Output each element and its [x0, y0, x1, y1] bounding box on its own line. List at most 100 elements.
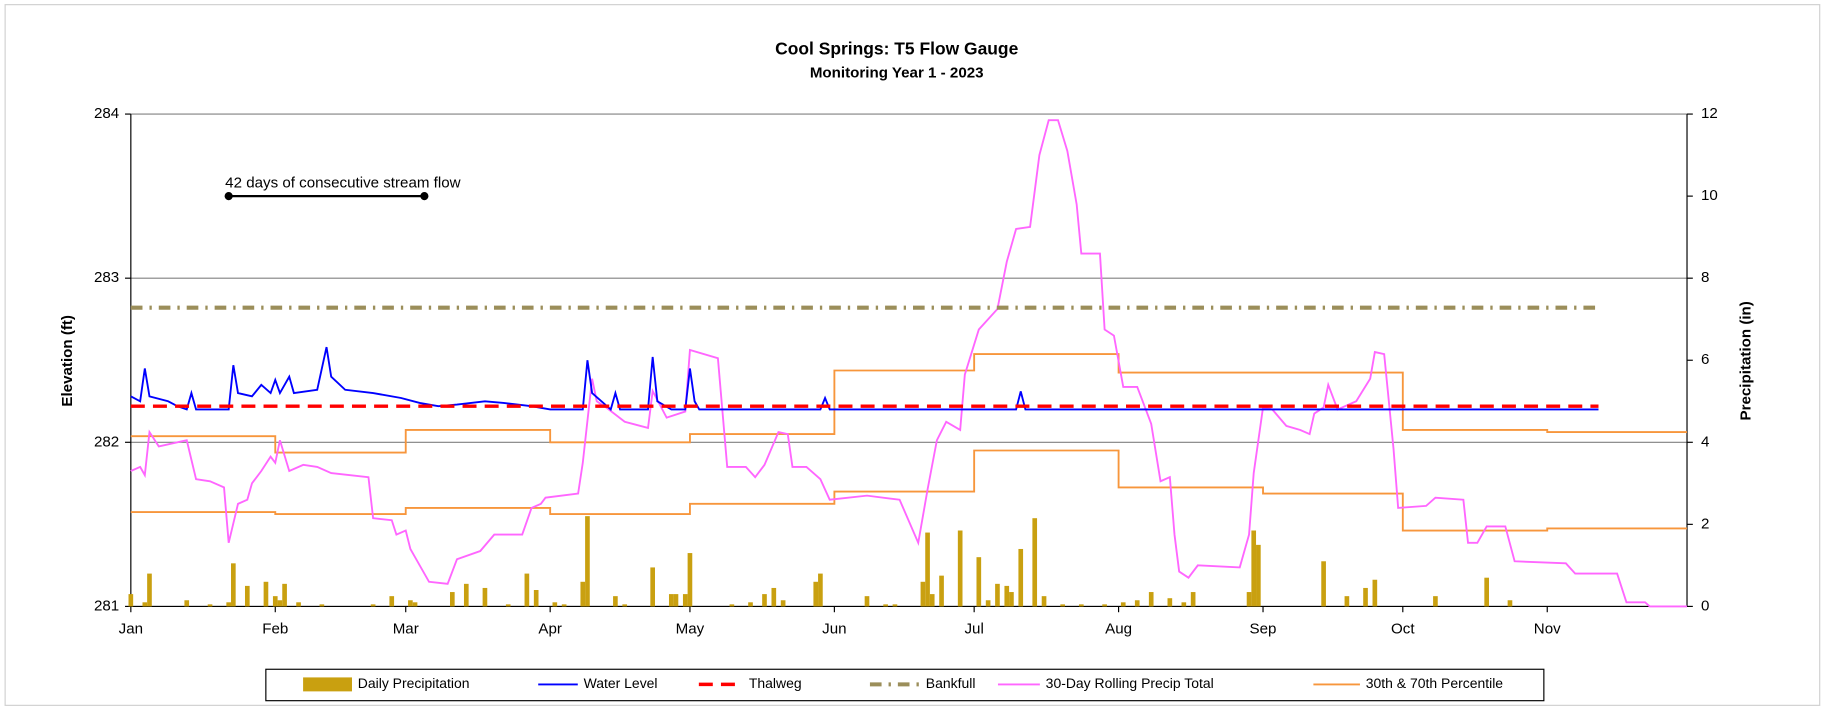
bar — [272, 596, 278, 607]
bar — [207, 604, 213, 607]
bar — [147, 573, 152, 607]
bar — [1148, 592, 1154, 607]
bar — [389, 596, 395, 607]
bar — [482, 587, 488, 607]
legend-label: 30-Day Rolling Precip Total — [1046, 675, 1214, 691]
bar — [1363, 587, 1368, 607]
bar — [1246, 592, 1252, 607]
bar — [613, 596, 618, 607]
x-tick-label: Apr — [538, 621, 562, 638]
bar — [1321, 561, 1326, 607]
bar — [976, 557, 982, 607]
y2-tick-label: 10 — [1701, 187, 1718, 204]
bar — [505, 604, 511, 607]
legend-label: Bankfull — [926, 675, 976, 691]
x-tick-label: Mar — [393, 621, 419, 638]
bar — [226, 602, 232, 607]
bar — [995, 583, 1000, 607]
bar — [762, 594, 767, 607]
x-tick-label: May — [676, 621, 705, 638]
legend-label: Thalweg — [749, 675, 802, 691]
bar — [142, 602, 148, 607]
y2-tick-label: 6 — [1701, 351, 1709, 368]
bar — [449, 592, 455, 607]
bar — [920, 581, 926, 607]
x-tick-label: Jul — [964, 621, 983, 638]
bar — [231, 563, 236, 607]
legend-label: 30th & 70th Percentile — [1366, 675, 1504, 691]
bar — [668, 594, 674, 607]
chart-subtitle: Monitoring Year 1 - 2023 — [810, 64, 984, 81]
bar — [813, 581, 819, 607]
bar — [1484, 577, 1489, 607]
x-tick-label: Oct — [1391, 621, 1415, 638]
series-line — [130, 353, 1688, 454]
bar — [296, 602, 301, 607]
bar — [1009, 592, 1014, 607]
bar — [184, 600, 190, 607]
bar — [1433, 596, 1438, 607]
bar — [957, 530, 963, 607]
y-tick-label: 282 — [94, 433, 119, 450]
bar — [1102, 604, 1107, 607]
y-axis-label: Elevation (ft) — [59, 315, 76, 407]
bar — [408, 600, 413, 607]
bar — [277, 600, 283, 607]
legend-swatch — [303, 677, 352, 692]
bar — [1134, 600, 1140, 607]
bar — [244, 585, 250, 607]
legend-label: Daily Precipitation — [358, 675, 470, 691]
bar — [1004, 585, 1010, 607]
bar — [561, 604, 567, 607]
bar — [1181, 602, 1187, 607]
bar — [687, 553, 693, 607]
x-tick-label: Aug — [1105, 621, 1132, 638]
y2-tick-label: 0 — [1701, 597, 1709, 614]
bar — [925, 532, 930, 607]
bar — [650, 567, 655, 607]
bar — [128, 594, 134, 607]
bar — [1372, 579, 1378, 607]
bar — [771, 587, 777, 607]
y-tick-label: 281 — [94, 597, 119, 614]
bar — [780, 600, 786, 607]
bar — [1041, 596, 1047, 607]
x-tick-label: Nov — [1534, 621, 1561, 638]
chart-border — [4, 4, 1821, 706]
bar — [524, 573, 530, 607]
bar — [729, 604, 735, 607]
bar — [282, 583, 287, 607]
series-line — [130, 449, 1688, 532]
bar — [585, 516, 590, 607]
y2-tick-label: 8 — [1701, 269, 1709, 286]
bar — [622, 604, 628, 607]
bar — [929, 594, 935, 607]
bar — [370, 604, 376, 607]
bar — [1251, 530, 1257, 607]
y2-tick-label: 2 — [1701, 515, 1709, 532]
annotation-text: 42 days of consecutive stream flow — [225, 174, 460, 191]
x-tick-label: Feb — [262, 621, 288, 638]
bar — [682, 594, 688, 607]
bar — [552, 602, 558, 607]
y2-tick-label: 12 — [1701, 105, 1718, 122]
bar — [463, 583, 469, 607]
bar — [939, 575, 944, 607]
annotation-end — [224, 192, 233, 201]
legend-label: Water Level — [584, 675, 658, 691]
bar — [1120, 602, 1126, 607]
y-tick-label: 284 — [94, 105, 119, 122]
x-tick-label: Jan — [119, 621, 143, 638]
bar — [1018, 548, 1024, 607]
x-tick-label: Jun — [822, 621, 846, 638]
x-tick-label: Sep — [1250, 621, 1277, 638]
bar — [1256, 544, 1261, 607]
bar — [1078, 604, 1084, 607]
bar — [1190, 592, 1196, 607]
bar — [319, 604, 325, 607]
series-line — [130, 346, 1599, 412]
bar — [818, 573, 823, 607]
chart-title: Cool Springs: T5 Flow Gauge — [775, 39, 1018, 59]
series-line — [130, 119, 1688, 608]
